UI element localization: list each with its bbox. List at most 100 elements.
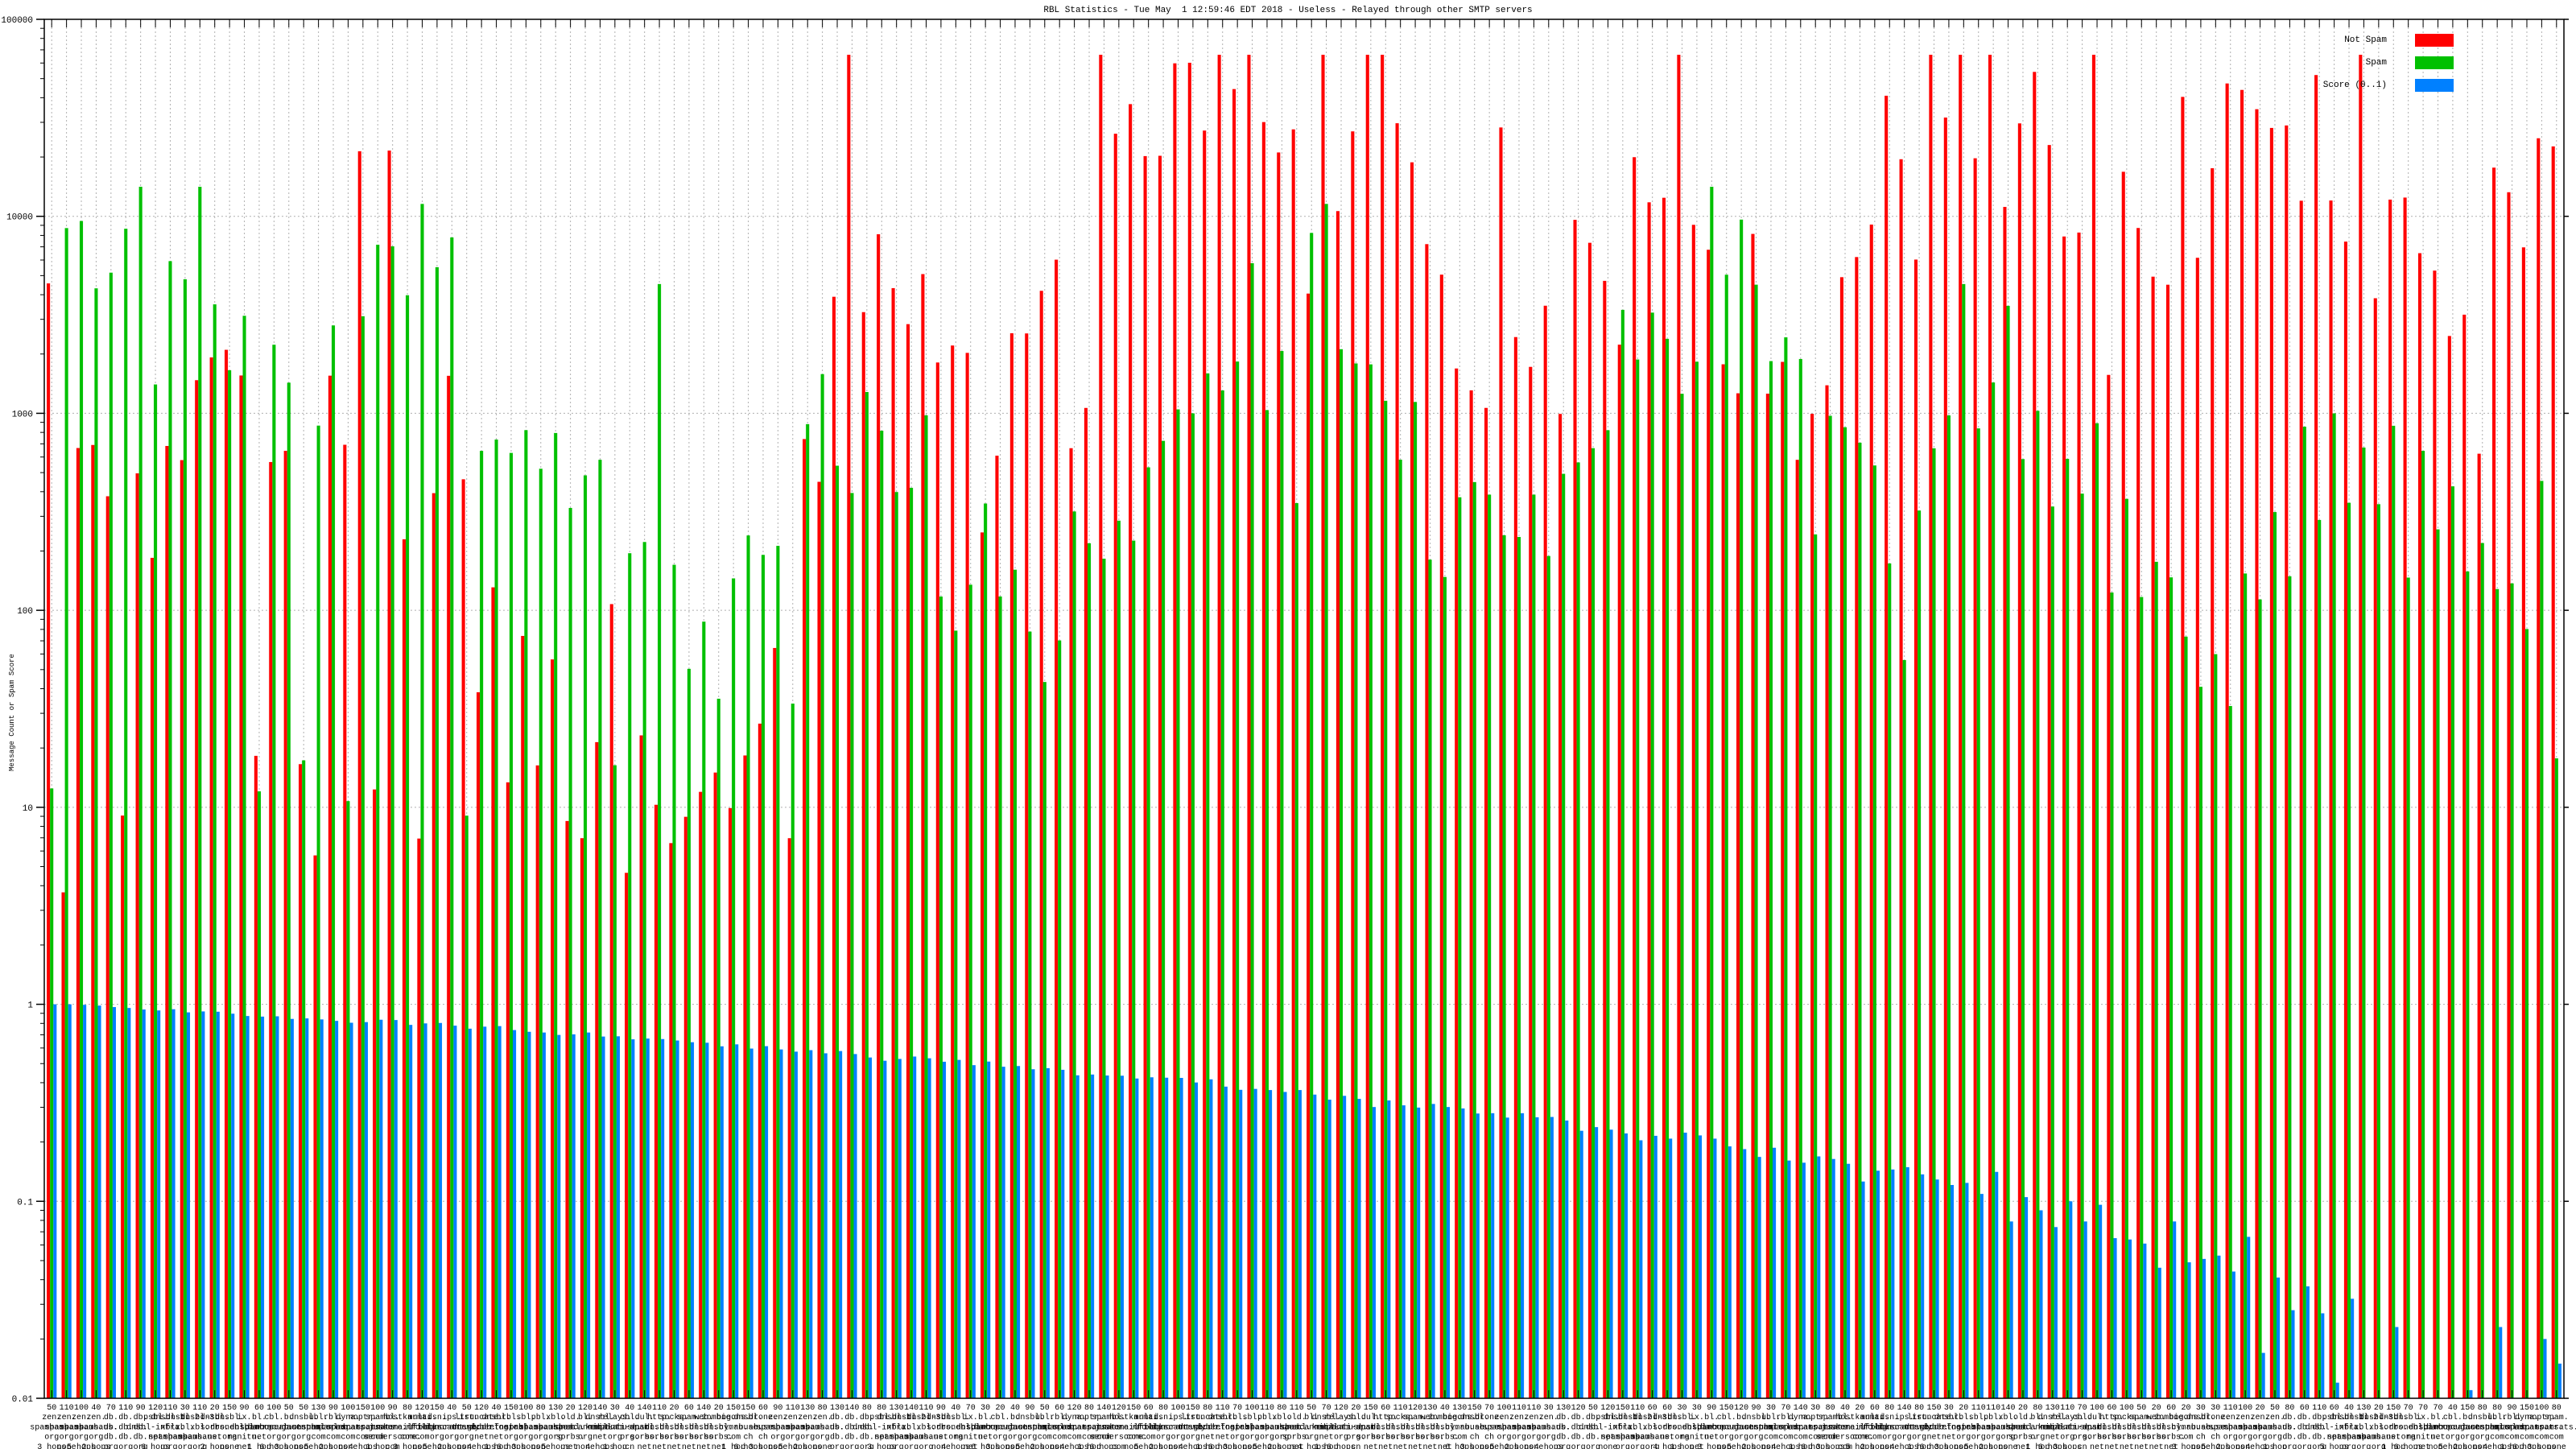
svg-text:com: com <box>1778 1434 1793 1443</box>
svg-text:net: net <box>2090 1443 2104 1449</box>
svg-text:db.: db. <box>2282 1433 2297 1443</box>
svg-text:20: 20 <box>2152 1404 2161 1413</box>
svg-text:org: org <box>1749 1434 1764 1443</box>
svg-text:org: org <box>1230 1434 1245 1443</box>
svg-text:80: 80 <box>2492 1404 2502 1413</box>
svg-text:150: 150 <box>430 1404 444 1413</box>
svg-text:net: net <box>2046 1434 2060 1443</box>
svg-text:130: 130 <box>548 1404 563 1413</box>
svg-text:cbl.: cbl. <box>2443 1413 2462 1422</box>
svg-text:40: 40 <box>625 1404 634 1413</box>
svg-text:110: 110 <box>1630 1404 1645 1413</box>
svg-text:90: 90 <box>1707 1404 1716 1413</box>
svg-text:80: 80 <box>1084 1404 1094 1413</box>
svg-text:20: 20 <box>669 1404 679 1413</box>
svg-text:org: org <box>993 1434 1008 1443</box>
svg-text:db.: db. <box>2282 1413 2297 1422</box>
svg-text:org: org <box>830 1443 844 1449</box>
svg-text:org: org <box>1260 1434 1274 1443</box>
svg-text:ch: ch <box>744 1433 753 1443</box>
svg-text:net: net <box>1319 1434 1334 1443</box>
svg-text:150: 150 <box>1186 1404 1200 1413</box>
svg-text:10: 10 <box>23 804 33 814</box>
svg-text:db.: db. <box>118 1413 133 1422</box>
svg-text:org: org <box>60 1434 74 1443</box>
svg-text:60: 60 <box>1381 1404 1390 1413</box>
svg-text:40: 40 <box>1010 1404 1020 1413</box>
svg-text:1000: 1000 <box>12 410 33 419</box>
svg-text:60: 60 <box>2166 1404 2176 1413</box>
svg-text:140: 140 <box>638 1404 652 1413</box>
svg-text:100: 100 <box>2238 1404 2252 1413</box>
svg-text:org: org <box>2446 1434 2460 1443</box>
svg-text:150: 150 <box>2386 1404 2401 1413</box>
svg-text:db.: db. <box>104 1413 118 1422</box>
svg-text:50: 50 <box>2136 1404 2146 1413</box>
svg-text:50: 50 <box>1588 1404 1598 1413</box>
svg-text:net: net <box>2149 1443 2164 1449</box>
svg-text:140: 140 <box>1897 1404 1912 1413</box>
svg-text:org: org <box>104 1443 118 1449</box>
svg-text:com: com <box>400 1434 415 1443</box>
svg-text:40: 40 <box>951 1404 960 1413</box>
svg-text:130: 130 <box>1422 1404 1437 1413</box>
svg-text:150: 150 <box>1719 1404 1734 1413</box>
svg-text:org: org <box>2253 1434 2268 1443</box>
svg-text:db.: db. <box>118 1433 133 1443</box>
svg-text:110: 110 <box>1216 1404 1230 1413</box>
svg-text:110: 110 <box>1393 1404 1408 1413</box>
svg-text:net: net <box>652 1443 667 1449</box>
svg-text:net: net <box>2386 1434 2401 1443</box>
svg-text:110: 110 <box>2223 1404 2238 1413</box>
svg-text:90: 90 <box>936 1404 946 1413</box>
svg-text:100: 100 <box>518 1404 533 1413</box>
svg-text:90: 90 <box>136 1404 146 1413</box>
svg-text:org: org <box>118 1443 133 1449</box>
svg-text:org: org <box>1630 1443 1645 1449</box>
svg-text:org: org <box>444 1434 459 1443</box>
svg-text:db.: db. <box>1556 1433 1571 1443</box>
svg-text:20: 20 <box>714 1404 724 1413</box>
svg-text:20: 20 <box>996 1404 1005 1413</box>
svg-text:110: 110 <box>919 1404 933 1413</box>
svg-text:org: org <box>296 1434 311 1443</box>
svg-text:db.: db. <box>134 1433 148 1443</box>
svg-text:org: org <box>1156 1434 1170 1443</box>
svg-text:30: 30 <box>2196 1404 2206 1413</box>
svg-text:100: 100 <box>17 607 33 617</box>
svg-text:db.: db. <box>1556 1422 1571 1432</box>
svg-text:90: 90 <box>328 1404 338 1413</box>
svg-text:130: 130 <box>1452 1404 1467 1413</box>
svg-text:20: 20 <box>1855 1404 1864 1413</box>
svg-text:org: org <box>2282 1443 2297 1449</box>
svg-text:ch: ch <box>1470 1433 1480 1443</box>
svg-text:150: 150 <box>1364 1404 1378 1413</box>
svg-text:net: net <box>667 1443 681 1449</box>
svg-text:100: 100 <box>341 1404 355 1413</box>
svg-text:20: 20 <box>1959 1404 1968 1413</box>
svg-text:30: 30 <box>980 1404 990 1413</box>
svg-text:90: 90 <box>240 1404 250 1413</box>
svg-text:80: 80 <box>1885 1404 1894 1413</box>
svg-text:30: 30 <box>1692 1404 1702 1413</box>
svg-text:org: org <box>1186 1434 1200 1443</box>
svg-text:40: 40 <box>91 1404 101 1413</box>
svg-text:20: 20 <box>1351 1404 1360 1413</box>
svg-text:net: net <box>696 1443 711 1449</box>
svg-text:60: 60 <box>254 1404 264 1413</box>
svg-text:com: com <box>1038 1434 1052 1443</box>
svg-text:net: net <box>2134 1443 2149 1449</box>
svg-text:40: 40 <box>1840 1404 1850 1413</box>
svg-text:cbl.: cbl. <box>1717 1413 1736 1422</box>
svg-text:net: net <box>682 1443 696 1449</box>
svg-text:cbl.: cbl. <box>264 1413 283 1422</box>
svg-text:150: 150 <box>726 1404 741 1413</box>
svg-text:org: org <box>904 1443 919 1449</box>
svg-text:60: 60 <box>1662 1404 1672 1413</box>
svg-text:org: org <box>2030 1434 2045 1443</box>
svg-text:ix.: ix. <box>964 1413 978 1422</box>
svg-text:com: com <box>1794 1434 1808 1443</box>
svg-text:60: 60 <box>1648 1404 1657 1413</box>
svg-text:org: org <box>1734 1434 1748 1443</box>
svg-text:20: 20 <box>2018 1404 2028 1413</box>
